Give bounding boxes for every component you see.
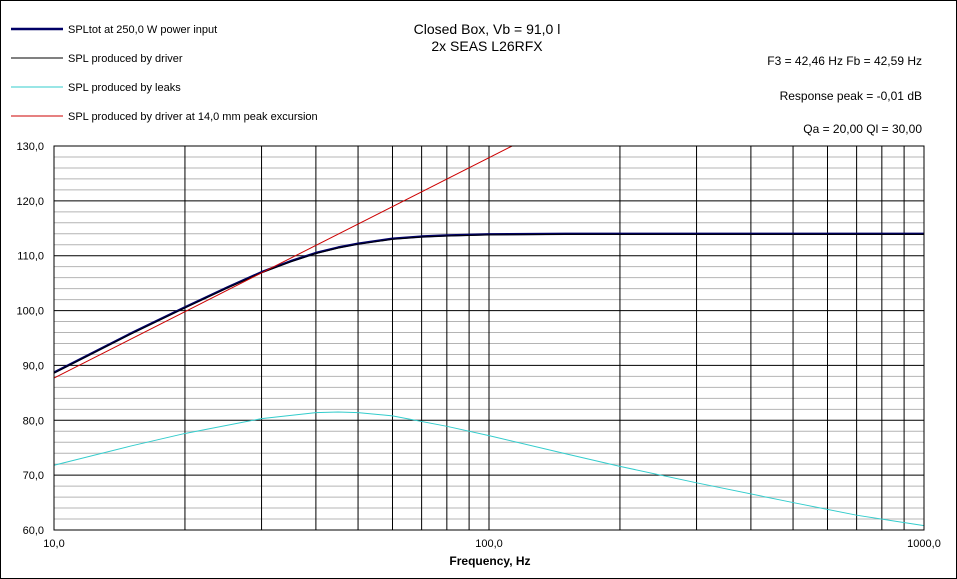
legend-label: SPL produced by driver — [68, 53, 183, 65]
grid — [53, 145, 924, 531]
info-line-f3-fb: F3 = 42,46 Hz Fb = 42,59 Hz — [767, 54, 922, 68]
legend-label: SPLtot at 250,0 W power input — [68, 24, 217, 36]
legend-label: SPL produced by driver at 14,0 mm peak e… — [68, 111, 318, 123]
y-tick-label: 80,0 — [23, 415, 44, 427]
x-tick-label: 1000,0 — [907, 538, 941, 550]
y-tick-labels: 60,0 70,0 80,0 90,0 100,0 110,0 120,0 130,0 — [16, 141, 44, 537]
y-tick-label: 70,0 — [23, 470, 44, 482]
info-line-response-peak: Response peak = -0,01 dB — [780, 89, 922, 103]
info-line-qa-ql: Qa = 20,00 Ql = 30,00 — [803, 122, 922, 136]
y-tick-label: 90,0 — [23, 360, 44, 372]
series-layer — [53, 145, 925, 527]
y-tick-label: 110,0 — [17, 251, 44, 263]
x-tick-labels: 10,0 100,0 1000,0 — [43, 538, 941, 550]
legend: SPLtot at 250,0 W power input SPL produce… — [11, 24, 318, 123]
chart-subtitle: 2x SEAS L26RFX — [431, 38, 543, 54]
plot-border — [53, 145, 925, 531]
y-tick-label: 60,0 — [23, 525, 44, 537]
x-tick-label: 100,0 — [475, 538, 503, 550]
x-tick-label: 10,0 — [43, 538, 64, 550]
y-tick-label: 130,0 — [16, 141, 44, 153]
y-tick-label: 100,0 — [16, 306, 44, 318]
y-tick-label: 120,0 — [16, 196, 44, 208]
series-line-4 — [53, 145, 513, 379]
series-line-2 — [53, 233, 924, 374]
x-axis-title: Frequency, Hz — [449, 554, 530, 568]
series-line-3 — [53, 411, 925, 527]
legend-label: SPL produced by leaks — [68, 82, 181, 94]
chart-title: Closed Box, Vb = 91,0 l — [414, 21, 561, 37]
